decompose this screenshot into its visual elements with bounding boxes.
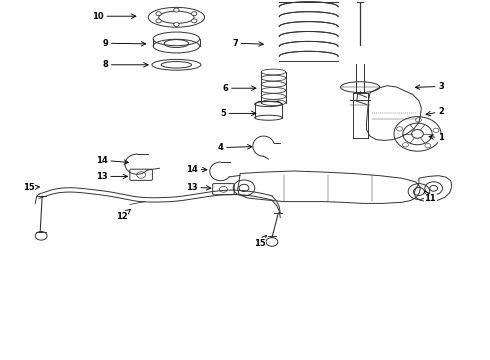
Text: 13: 13 [186,183,211,192]
Text: 7: 7 [232,39,263,48]
Text: 15: 15 [23,184,39,192]
Circle shape [173,22,179,27]
Text: 8: 8 [102,60,148,69]
Circle shape [192,19,197,23]
Circle shape [173,8,179,12]
Text: 6: 6 [222,84,256,93]
Circle shape [156,12,161,15]
Text: 12: 12 [116,210,130,221]
Text: 11: 11 [424,191,436,203]
Text: 13: 13 [96,172,127,181]
Text: 5: 5 [220,109,256,118]
Circle shape [192,12,197,15]
Text: 2: 2 [426,107,444,116]
Text: 10: 10 [92,12,136,21]
Text: 14: 14 [96,156,128,165]
Text: 3: 3 [416,82,444,91]
Text: 4: 4 [218,143,252,152]
Text: 14: 14 [186,165,207,174]
Text: 9: 9 [102,39,146,48]
Circle shape [156,19,161,23]
Text: 1: 1 [429,133,444,142]
Text: 15: 15 [254,235,267,248]
